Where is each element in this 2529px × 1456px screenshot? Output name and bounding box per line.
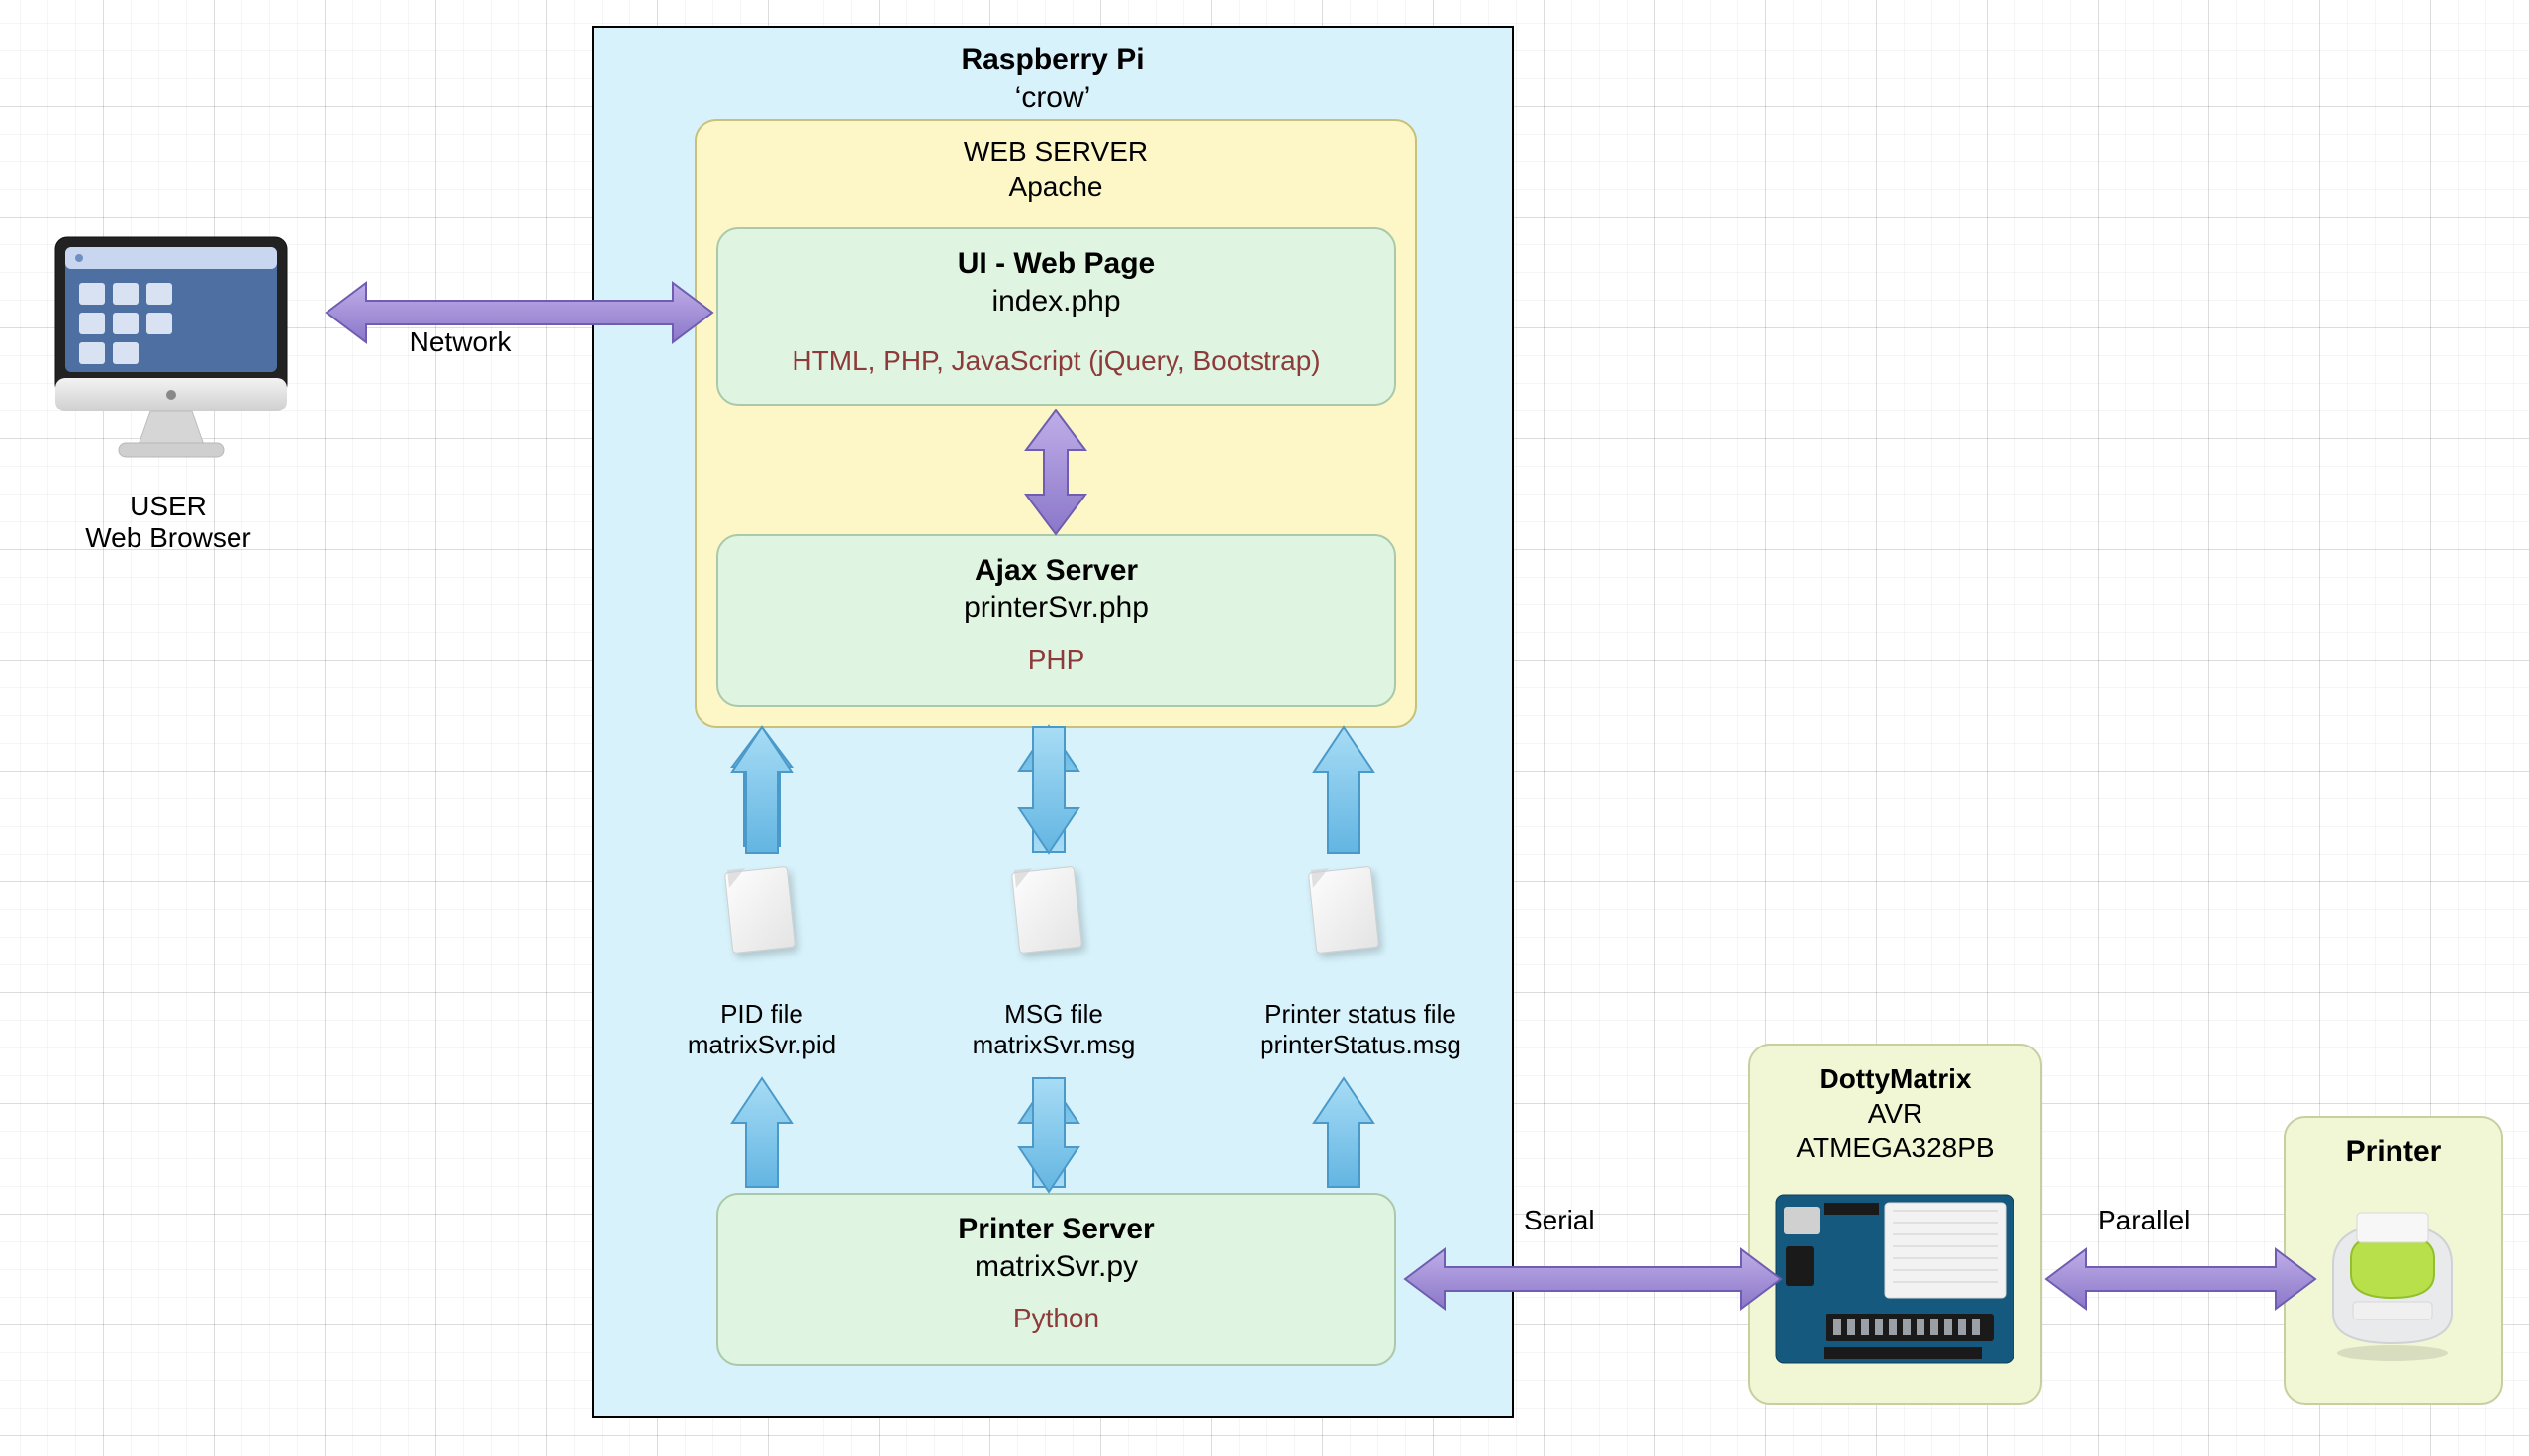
serial-label: Serial	[1524, 1205, 1642, 1236]
down-arrow-msg-printerserver	[1019, 1078, 1078, 1192]
down-arrow-ajax-msg	[1019, 727, 1078, 853]
network-label: Network	[391, 326, 529, 358]
parallel-label: Parallel	[2098, 1205, 2236, 1236]
